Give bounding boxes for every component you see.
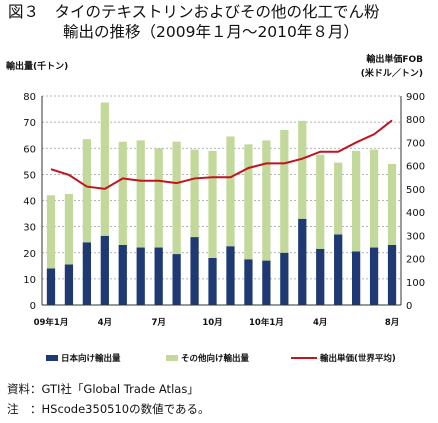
- bar-japan: [154, 247, 163, 305]
- left-tick-label: 20: [23, 249, 36, 260]
- x-tick-label: 09年1月: [34, 317, 69, 328]
- left-tick-label: 40: [23, 197, 36, 208]
- x-tick-label: 8月: [385, 318, 399, 328]
- chart-plot: 0102030405060708001002003004005006007008…: [23, 92, 425, 328]
- x-tick-label: 7月: [151, 318, 165, 328]
- legend-item-other: その他向け輸出量: [166, 352, 249, 364]
- bar-other: [369, 149, 379, 248]
- legend-item-japan: 日本向け輸出量: [46, 352, 121, 364]
- bar-japan: [46, 268, 56, 305]
- bar-japan: [226, 246, 235, 305]
- right-axis-label-2: (米ドル／トン): [360, 69, 423, 79]
- right-tick-label: 0: [406, 301, 412, 312]
- legend-swatch-japan: [46, 355, 58, 361]
- right-tick-label: 100: [406, 278, 425, 289]
- x-tick-label: 4月: [313, 318, 327, 328]
- left-tick-label: 70: [23, 118, 36, 129]
- right-tick-label: 800: [406, 115, 425, 126]
- bar-japan: [100, 235, 109, 305]
- left-tick-label: 10: [23, 275, 36, 286]
- price-line: [50, 119, 393, 190]
- left-tick-label: 0: [30, 301, 36, 312]
- bar-other: [334, 162, 343, 235]
- left-tick-label: 60: [23, 144, 36, 155]
- legend-swatch-other: [166, 355, 178, 361]
- left-tick-label: 50: [23, 170, 36, 181]
- bar-other: [298, 120, 307, 219]
- right-tick-label: 600: [406, 162, 425, 173]
- bar-other: [172, 141, 181, 255]
- bar-other: [208, 150, 217, 258]
- right-tick-label: 400: [406, 208, 425, 219]
- right-axis-label-1: 輸出単価FOB: [366, 55, 423, 65]
- bar-japan: [351, 251, 361, 305]
- bar-japan: [190, 237, 199, 305]
- bar-other: [280, 129, 289, 253]
- right-tick-label: 900: [406, 92, 425, 103]
- bar-japan: [387, 244, 397, 305]
- bar-japan: [64, 264, 74, 305]
- bar-japan: [172, 254, 181, 305]
- left-tick-label: 30: [23, 223, 36, 234]
- bar-japan: [208, 257, 217, 305]
- bar-japan: [118, 244, 127, 305]
- footnote: 注 ：HScode350510の数値である。: [7, 402, 210, 416]
- bar-other: [82, 139, 92, 243]
- bar-other: [64, 193, 74, 265]
- bar-other: [46, 195, 56, 269]
- legend-item-price: 輸出単価(世界平均): [291, 352, 396, 364]
- bar-japan: [334, 234, 343, 305]
- bar-other: [154, 148, 163, 248]
- x-tick-label: 10年1月: [249, 317, 284, 328]
- bar-other: [387, 163, 397, 245]
- bar-other: [136, 140, 145, 248]
- source-note: 資料：GTI社「Global Trade Atlas」: [7, 382, 199, 396]
- title-line-1: 図３ タイのテキストリンおよびその他の化工でん粉: [8, 3, 380, 21]
- x-tick-label: 4月: [98, 318, 112, 328]
- bar-japan: [262, 260, 271, 305]
- x-tick-label: 10月: [202, 318, 222, 328]
- bar-other: [262, 140, 271, 261]
- bar-japan: [298, 218, 307, 305]
- bar-japan: [316, 248, 325, 305]
- bar-other: [316, 154, 325, 249]
- bar-japan: [280, 252, 289, 305]
- title-line-2: 輸出の推移（2009年１月～2010年８月）: [63, 23, 359, 41]
- bar-japan: [369, 247, 379, 305]
- right-tick-label: 200: [406, 255, 425, 266]
- legend-label-other: その他向け輸出量: [181, 354, 250, 364]
- legend-label-price: 輸出単価(世界平均): [320, 354, 396, 364]
- bar-other: [118, 141, 127, 245]
- bar-japan: [136, 247, 145, 305]
- legend-label-japan: 日本向け輸出量: [61, 354, 121, 364]
- left-axis-label: 輸出量(千トン): [6, 62, 69, 72]
- right-tick-label: 700: [406, 138, 425, 149]
- bar-japan: [244, 259, 253, 305]
- bar-other: [100, 102, 109, 236]
- right-tick-label: 500: [406, 185, 425, 196]
- right-tick-label: 300: [406, 231, 425, 242]
- bar-other: [226, 136, 235, 247]
- bar-japan: [82, 242, 92, 305]
- legend-swatch-price: [291, 357, 317, 359]
- bar-other: [351, 150, 361, 252]
- bar-other: [244, 144, 253, 260]
- bar-other: [190, 149, 199, 238]
- left-tick-label: 80: [23, 92, 36, 103]
